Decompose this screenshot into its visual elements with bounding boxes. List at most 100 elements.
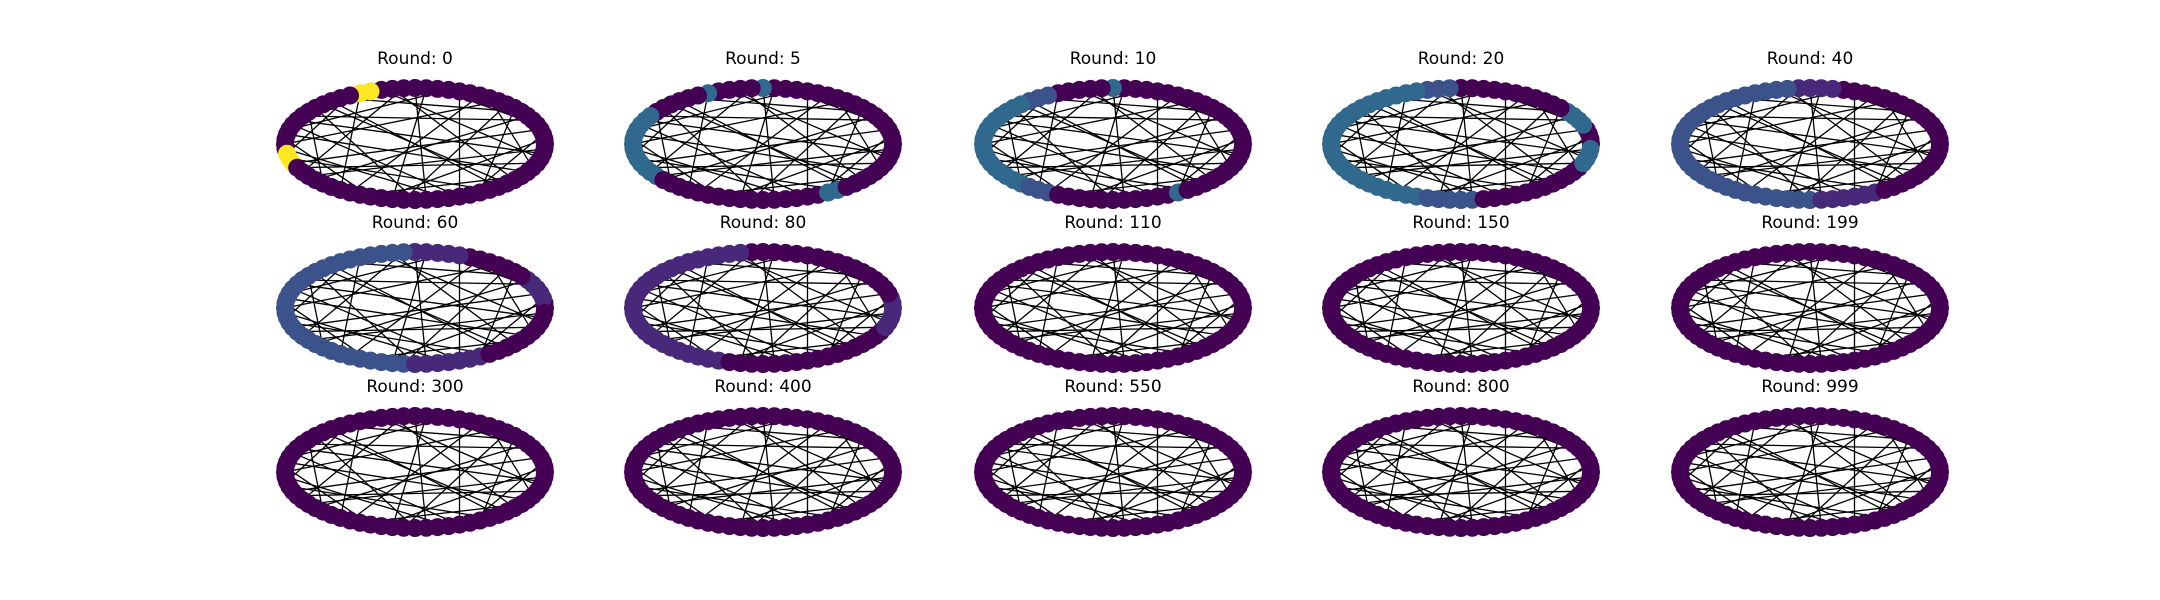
graph-edge [1449, 267, 1554, 365]
graph-edge [662, 107, 764, 201]
graph-edge [314, 271, 416, 365]
round-panel: Round: 800 [1322, 377, 1600, 537]
graph-edge [286, 133, 528, 173]
graph-edge [990, 124, 1158, 198]
graph-node [535, 467, 554, 486]
graph-edge [285, 148, 449, 199]
graph-edge [1874, 107, 1911, 193]
graph-edge [340, 261, 522, 277]
graph-edge [1385, 257, 1407, 355]
graph-edge [1735, 425, 1917, 441]
graph-edge [634, 297, 876, 337]
graph-edge [1335, 321, 1536, 355]
graph-edge [1012, 435, 1114, 529]
graph-edge [1449, 431, 1554, 529]
panel-title: Round: 150 [1412, 213, 1509, 233]
graph-edge [314, 435, 416, 529]
graph-edge [687, 421, 709, 519]
graph-edge [322, 267, 508, 349]
panel-title: Round: 40 [1767, 49, 1854, 69]
graph-node [883, 139, 902, 158]
graph-edge [1776, 253, 1936, 324]
graph-node [535, 303, 554, 322]
graph-edge [670, 431, 856, 513]
round-panel: Round: 400 [624, 377, 902, 537]
round-panel: Round: 300 [276, 377, 554, 537]
graph-edge [403, 267, 508, 365]
graph-edge [662, 271, 764, 365]
graph-edge [983, 476, 1147, 527]
graph-edge [1343, 490, 1584, 497]
graph-edge [1386, 97, 1568, 113]
graph-edge [687, 93, 709, 191]
graph-edge [1684, 321, 1885, 355]
graph-edge [645, 162, 886, 169]
graph-edge [1680, 312, 1844, 363]
graph-edge [637, 485, 838, 519]
graph-edge [827, 435, 864, 521]
graph-edge [987, 321, 1188, 355]
graph-edge [729, 89, 889, 160]
round-panel: Round: 0 [276, 49, 554, 209]
graph-edge [286, 461, 528, 501]
graph-edge [297, 326, 538, 333]
graph-edge [1681, 297, 1923, 337]
graph-edge [1038, 97, 1220, 113]
graph-edge [990, 128, 1239, 164]
graph-edge [1427, 417, 1587, 488]
graph-edge [1037, 93, 1059, 191]
graph-edge [1038, 261, 1220, 277]
round-panel: Round: 150 [1322, 213, 1600, 373]
graph-edge [633, 312, 797, 363]
graph-edge [1386, 425, 1568, 441]
graph-edge [990, 292, 1239, 328]
graph-edge [655, 439, 672, 512]
graph-edge [990, 452, 1158, 526]
graph-edge [1717, 267, 1903, 349]
panel-title: Round: 60 [372, 213, 459, 233]
graph-edge [1177, 271, 1214, 357]
graph-edge [640, 288, 808, 362]
round-panel: Round: 60 [276, 213, 554, 373]
graph-edge [670, 267, 856, 349]
graph-edge [1343, 162, 1584, 169]
graph-edge [1368, 431, 1554, 513]
graph-edge [634, 133, 876, 173]
graph-node [1233, 139, 1252, 158]
graph-edge [1338, 452, 1506, 526]
graph-edge [1525, 107, 1562, 193]
graph-node [883, 303, 902, 322]
graph-edge [1360, 435, 1462, 529]
graph-edge [322, 103, 508, 185]
graph-edge [1338, 128, 1587, 164]
round-panel: Round: 550 [974, 377, 1252, 537]
graph-edge [307, 111, 324, 184]
graph-edge [1680, 148, 1844, 199]
graph-edge [381, 253, 541, 324]
graph-edge [990, 288, 1158, 362]
graph-edge [1037, 421, 1059, 519]
graph-edge [637, 157, 838, 191]
graph-edge [1776, 417, 1936, 488]
graph-edge [827, 271, 864, 357]
graph-edge [645, 490, 886, 497]
graph-edge [645, 326, 886, 333]
graph-edge [640, 128, 889, 164]
graph-edge [1687, 452, 1855, 526]
graph-edge [285, 312, 449, 363]
graph-edge [662, 435, 764, 529]
graph-edge [292, 292, 541, 328]
graph-edge [292, 456, 541, 492]
graph-edge [1684, 485, 1885, 519]
graph-edge [314, 107, 416, 201]
graph-edge [987, 485, 1188, 519]
graph-edge [1343, 326, 1584, 333]
graph-edge [1020, 267, 1206, 349]
graph-edge [983, 148, 1147, 199]
graph-edge [983, 312, 1147, 363]
graph-edge [1101, 431, 1206, 529]
graph-edge [403, 103, 508, 201]
graph-edge [1734, 421, 1756, 519]
graph-edge [1353, 111, 1370, 184]
graph-edge [1681, 133, 1923, 173]
